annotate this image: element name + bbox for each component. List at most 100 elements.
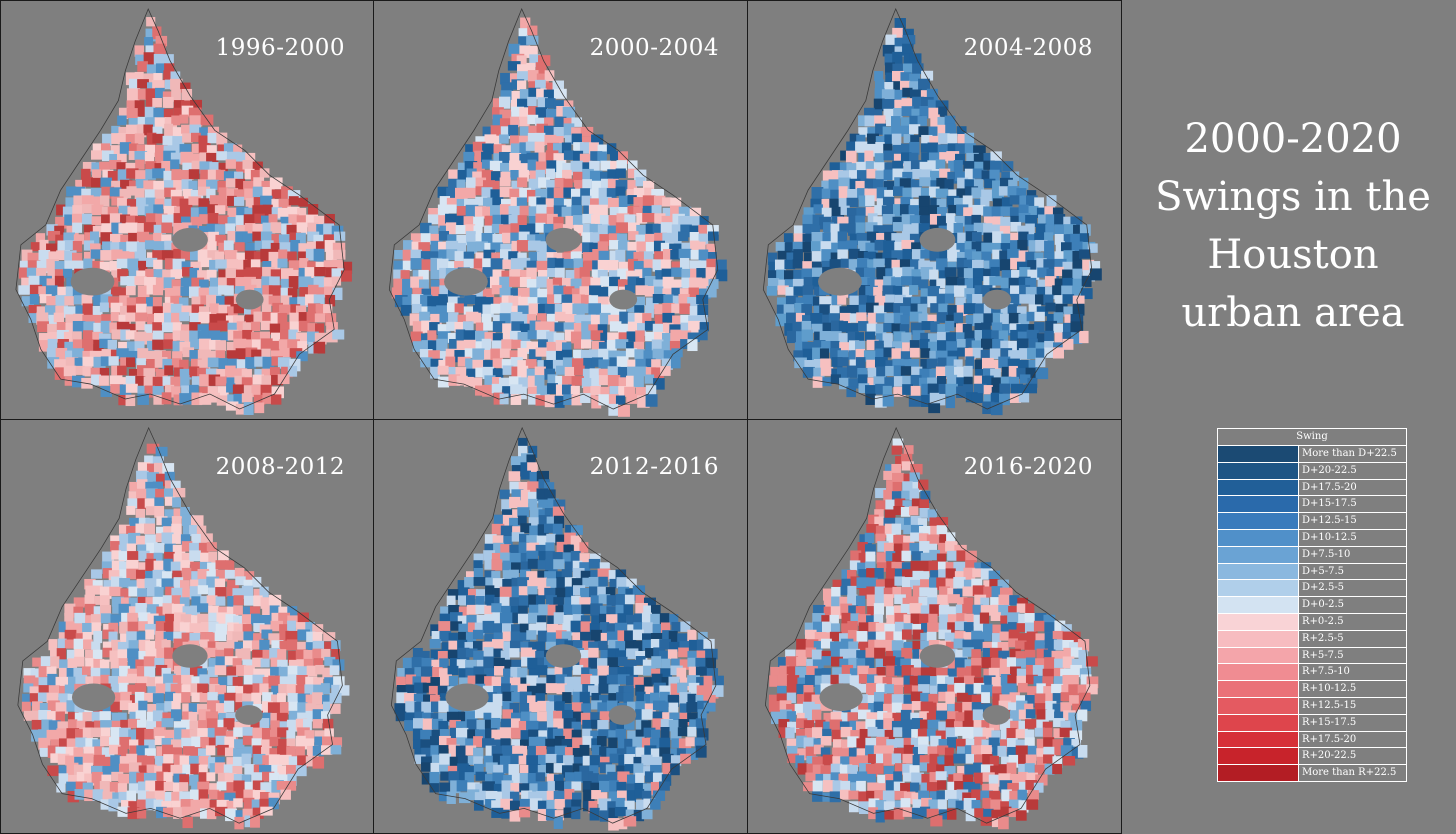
precinct [857, 367, 868, 379]
precinct [118, 791, 131, 803]
precinct [191, 277, 205, 288]
precinct [527, 375, 539, 388]
precinct [458, 771, 469, 782]
precinct [458, 631, 469, 642]
precinct [224, 250, 238, 262]
precinct [81, 213, 93, 225]
precinct [873, 162, 887, 174]
precinct [926, 88, 938, 101]
precinct [153, 727, 165, 739]
precinct [145, 791, 159, 801]
precinct [828, 313, 840, 324]
precinct [946, 221, 957, 235]
precinct [663, 350, 674, 363]
precinct [626, 790, 637, 803]
precinct [235, 269, 249, 281]
precinct [28, 304, 42, 316]
precinct [100, 605, 111, 615]
precinct [235, 215, 245, 226]
precinct [217, 144, 230, 158]
precinct [650, 738, 661, 749]
precinct [883, 322, 895, 333]
precinct [271, 259, 281, 271]
precinct [109, 744, 121, 755]
precinct [421, 306, 432, 317]
precinct [295, 765, 307, 777]
precinct [251, 738, 262, 750]
precinct [173, 612, 186, 622]
precinct [134, 276, 147, 286]
precinct [323, 304, 333, 314]
precinct [955, 143, 966, 154]
precinct [268, 754, 280, 766]
precinct [93, 658, 105, 669]
precinct [174, 727, 187, 740]
precinct [91, 162, 102, 175]
precinct [626, 341, 636, 354]
precinct [645, 367, 656, 379]
precinct [617, 366, 628, 380]
precinct [829, 198, 841, 209]
precinct [179, 791, 192, 801]
precinct [590, 595, 602, 608]
precinct [56, 250, 66, 261]
precinct [881, 205, 894, 219]
precinct [126, 88, 140, 101]
precinct [279, 624, 290, 637]
precinct [944, 267, 957, 277]
precinct [286, 730, 296, 742]
precinct [126, 543, 136, 556]
precinct [473, 756, 483, 766]
precinct [280, 295, 293, 308]
precinct [180, 100, 194, 111]
precinct [971, 340, 984, 352]
precinct [110, 312, 120, 322]
precinct [270, 720, 280, 733]
precinct [660, 366, 671, 376]
precinct [891, 259, 903, 273]
precinct [120, 234, 131, 246]
precinct [492, 377, 502, 390]
precinct [143, 772, 157, 782]
precinct [945, 213, 956, 224]
precinct [243, 259, 254, 270]
precinct [297, 629, 311, 641]
precinct [234, 567, 245, 578]
precinct [891, 250, 904, 260]
precinct [420, 666, 434, 678]
precinct [867, 259, 880, 270]
precinct [232, 765, 243, 779]
precinct [446, 302, 458, 313]
precinct [277, 649, 287, 660]
precinct [547, 694, 558, 706]
precinct [563, 718, 576, 730]
precinct [990, 597, 1003, 608]
precinct [865, 222, 878, 232]
precinct [830, 223, 842, 236]
precinct [252, 674, 265, 684]
precinct [288, 260, 300, 273]
precinct [561, 765, 573, 778]
precinct [538, 509, 548, 521]
precinct [153, 73, 163, 84]
precinct [171, 89, 181, 102]
precinct [297, 207, 307, 220]
precinct [173, 621, 184, 632]
precinct [618, 207, 629, 217]
precinct [251, 349, 263, 361]
precinct [297, 693, 311, 704]
precinct [662, 232, 672, 245]
precinct [509, 517, 520, 528]
precinct [436, 305, 448, 316]
precinct [792, 321, 802, 335]
precinct [608, 684, 620, 697]
precinct [643, 597, 656, 610]
precinct [948, 606, 960, 616]
precinct [161, 234, 172, 246]
precinct [538, 499, 550, 509]
precinct [866, 231, 879, 244]
precinct [920, 143, 933, 153]
precinct [138, 700, 148, 712]
precinct [172, 534, 183, 544]
precinct [642, 205, 655, 218]
